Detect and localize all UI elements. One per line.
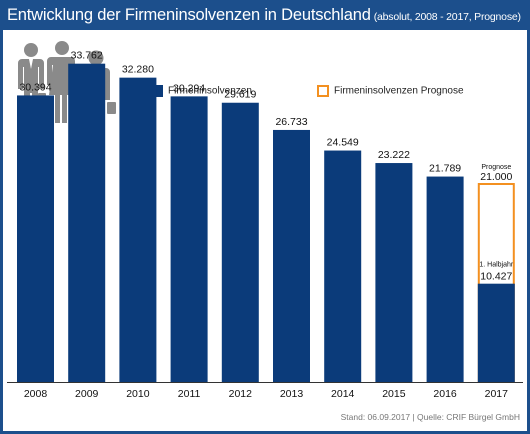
x-tick-label-2008: 2008 bbox=[24, 388, 48, 400]
value-label-2009: 33.762 bbox=[71, 50, 103, 62]
title-bar: Entwicklung der Firmeninsolvenzen in Deu… bbox=[0, 0, 530, 30]
bar-2014 bbox=[324, 150, 362, 382]
chart-title: Entwicklung der Firmeninsolvenzen in Deu… bbox=[7, 6, 521, 25]
x-tick-label-2014: 2014 bbox=[331, 388, 355, 400]
value-label-2014: 24.549 bbox=[327, 137, 359, 149]
legend-item-forecast: Firmeninsolvenzen Prognose bbox=[317, 85, 464, 97]
halfyear-annotation: 1. Halbjahr bbox=[479, 262, 514, 269]
x-tick-label-2011: 2011 bbox=[178, 388, 201, 400]
bar-2013 bbox=[273, 129, 310, 382]
x-tick-label-2012: 2012 bbox=[229, 388, 253, 400]
value-label-2017: 10.427 bbox=[480, 271, 512, 283]
chart-subtitle: (absolut, 2008 - 2017, Prognose) bbox=[373, 11, 521, 23]
legend-label-actual: Firmeninsolvenzen bbox=[168, 85, 252, 97]
chart-title-text: Entwicklung der Firmeninsolvenzen in Deu… bbox=[7, 6, 371, 24]
bar-2017 bbox=[477, 283, 515, 382]
bar-2012 bbox=[221, 102, 259, 383]
value-label-2015: 23.222 bbox=[378, 149, 410, 161]
bar-2015 bbox=[375, 163, 413, 382]
value-label-2012: 29.619 bbox=[224, 89, 256, 101]
x-tick-label-2013: 2013 bbox=[280, 388, 304, 400]
bar-2010 bbox=[119, 77, 157, 382]
legend-label-forecast: Firmeninsolvenzen Prognose bbox=[334, 85, 464, 97]
value-label-2011: 30.294 bbox=[173, 82, 205, 94]
x-tick-label-2015: 2015 bbox=[382, 388, 406, 400]
bar-2008 bbox=[17, 95, 54, 382]
value-label-2008: 30.394 bbox=[19, 81, 51, 93]
value-label-2016: 21.789 bbox=[429, 163, 461, 175]
x-tick-label-2016: 2016 bbox=[433, 388, 457, 400]
bar-2011 bbox=[170, 96, 208, 383]
value-label-2013: 26.733 bbox=[275, 116, 307, 128]
value-label-2010: 32.280 bbox=[122, 64, 154, 76]
bar-2009 bbox=[68, 63, 106, 382]
bar-2016 bbox=[426, 176, 464, 382]
source-note: Stand: 06.09.2017 | Quelle: CRIF Bürgel … bbox=[340, 412, 520, 422]
x-tick-label-2009: 2009 bbox=[75, 388, 99, 400]
x-tick-label-2010: 2010 bbox=[126, 388, 150, 400]
x-tick-label-2017: 2017 bbox=[485, 388, 509, 400]
legend-swatch-forecast bbox=[317, 85, 329, 97]
forecast-value-label-2017: 21.000 bbox=[480, 171, 512, 183]
forecast-annotation: Prognose bbox=[481, 164, 511, 171]
